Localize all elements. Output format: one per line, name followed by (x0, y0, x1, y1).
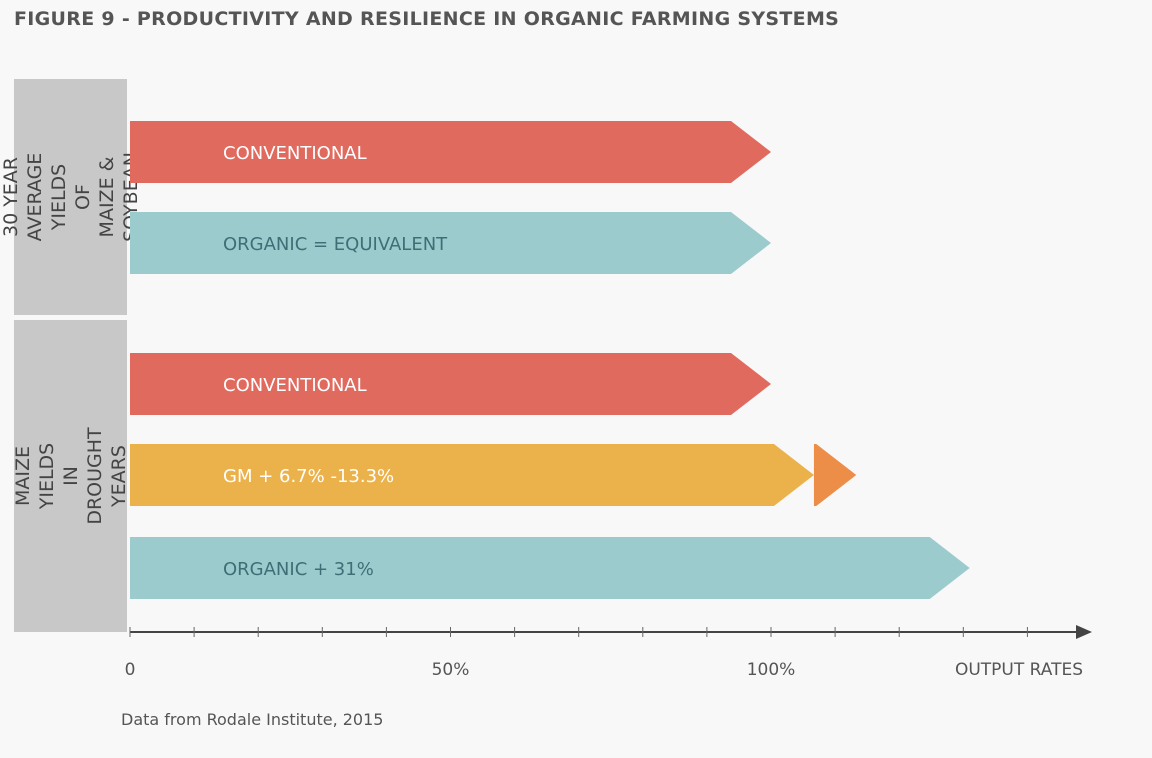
bar-range-1-1 (813, 444, 857, 506)
bar-1-1 (130, 444, 814, 506)
x-axis-arrow (1076, 625, 1092, 639)
bar-label-0-1: ORGANIC = EQUIVALENT (223, 234, 448, 255)
chart-title: FIGURE 9 - PRODUCTIVITY AND RESILIENCE I… (14, 8, 840, 30)
bar-1-2 (130, 537, 970, 599)
bar-label-1-0: CONVENTIONAL (223, 375, 367, 396)
bar-label-0-0: CONVENTIONAL (223, 143, 367, 164)
bar-1-0 (130, 353, 771, 415)
bar-0-1 (130, 212, 771, 274)
group-box-drought: MAIZE YIELDS IN DROUGHT YEARS (12, 320, 130, 632)
source-note: Data from Rodale Institute, 2015 (121, 710, 384, 729)
x-tick-label-50: 50% (432, 660, 470, 680)
bar-label-1-2: ORGANIC + 31% (223, 559, 374, 580)
x-axis-label: OUTPUT RATES (955, 660, 1083, 680)
x-tick-label-100: 100% (747, 660, 796, 680)
group-box-average: 30 YEAR AVERAGE YIELDS OF MAIZE & SOYBEA… (0, 79, 142, 315)
bar-label-1-1: GM + 6.7% -13.3% (223, 466, 394, 487)
bar-0-0 (130, 121, 771, 183)
x-tick-label-0: 0 (125, 660, 136, 680)
